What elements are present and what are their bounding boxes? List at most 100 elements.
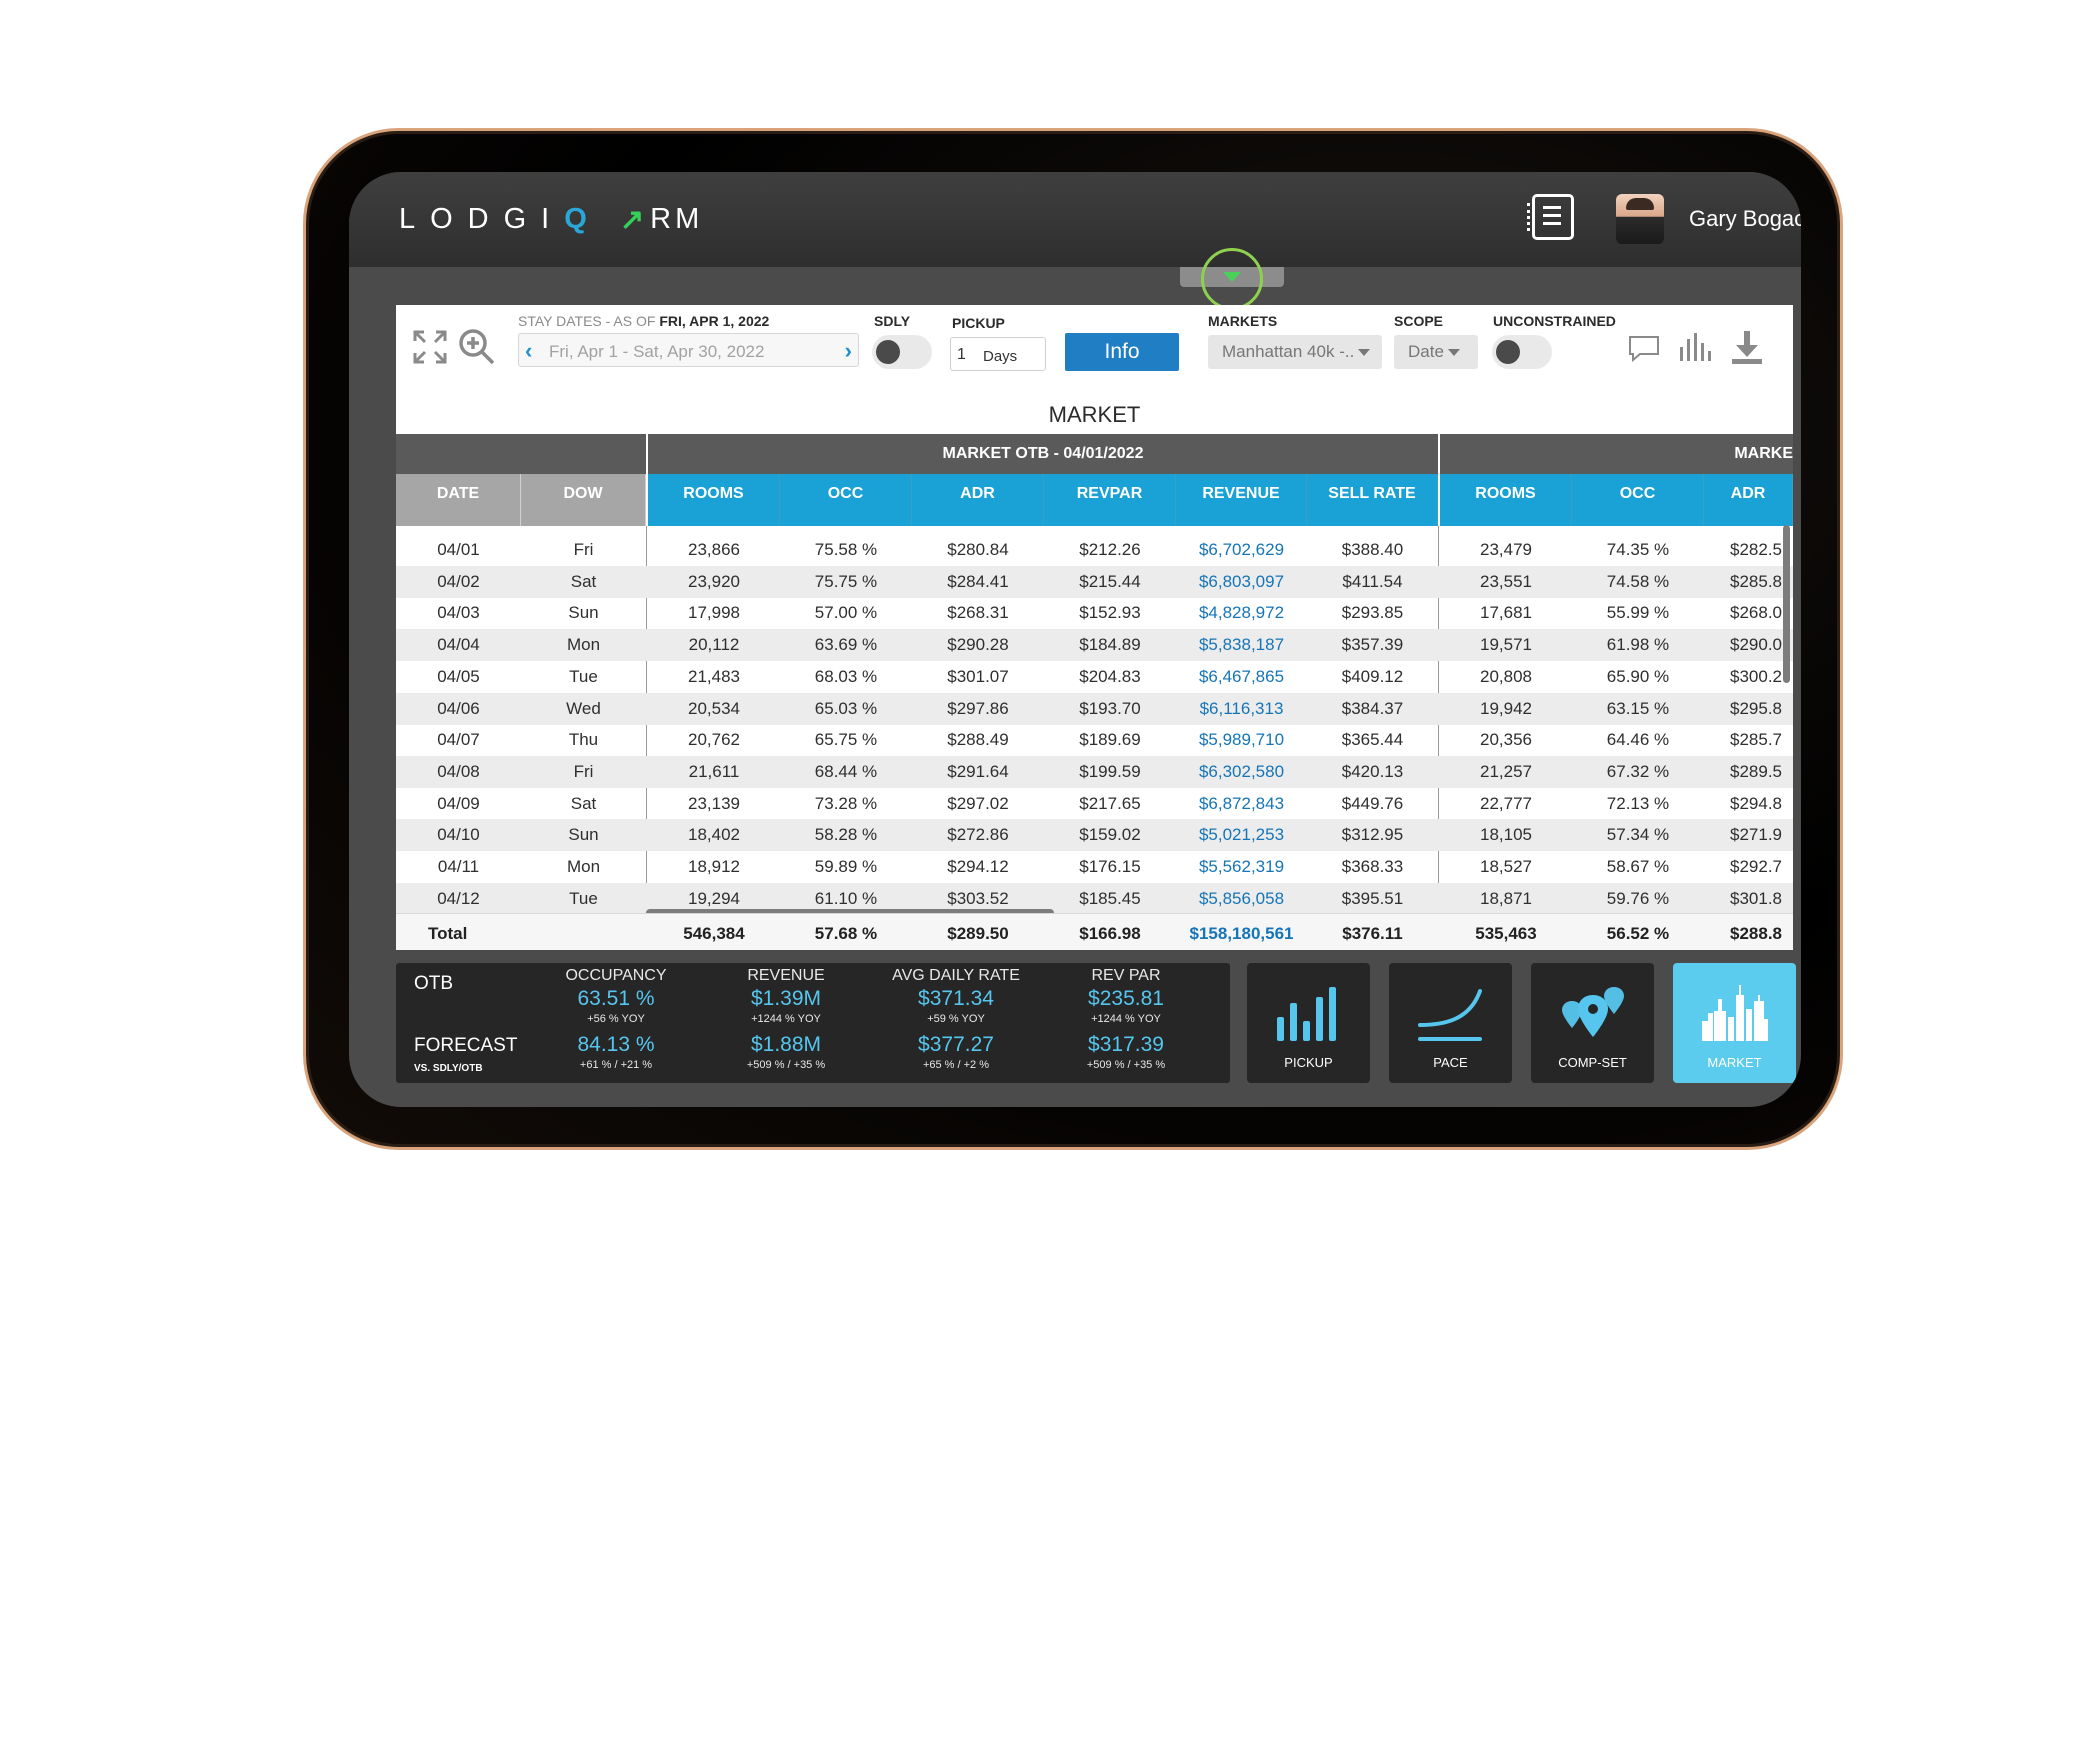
unconstrained-label: UNCONSTRAINED [1493,313,1616,329]
cell-dow: Mon [566,857,601,876]
kpi-otb-occupancy: 63.51 % [577,987,655,1010]
table-row[interactable]: 04/05 Tue 21,483 68.03 % $301.07 $204.83 $6,46… [396,661,1793,693]
download-icon[interactable] [1730,329,1764,365]
expand-icon[interactable] [412,329,448,365]
table-row[interactable]: 04/09 Sat 23,139 73.28 % $297.02 $217.65 $6,87… [396,788,1793,820]
col-header-adr-2[interactable]: ADR [1704,474,1793,526]
table-row[interactable]: 04/01 Fri 23,866 75.58 % $280.84 $212.26 $6,70… [396,534,1793,566]
cell-dow: Tue [569,666,598,686]
scope-select[interactable]: Date [1394,335,1478,369]
user-name[interactable]: Gary Bogach [1689,206,1801,231]
col-header-revenue[interactable]: REVENUE [1176,474,1307,526]
scope-value[interactable]: Date [1408,342,1444,361]
nav-tile-market[interactable]: MARKET [1673,963,1796,1083]
comment-icon[interactable] [1628,335,1660,363]
cell-occ-2: 55.99 % [1606,603,1670,623]
chevron-down-icon[interactable] [1447,349,1460,357]
cell-rooms: 18,402 [688,825,740,845]
cell-rooms: 19,294 [688,888,740,908]
cell-revenue[interactable]: $5,562,319 [1198,857,1285,876]
cell-adr-2: $300.2 [1730,666,1782,686]
zoom-in-icon[interactable] [458,328,496,366]
cell-date: 04/04 [437,635,480,655]
cell-date: 04/11 [437,857,480,876]
col-header-occ[interactable]: OCC [780,474,912,526]
cell-rooms-2: 18,527 [1480,857,1532,876]
cell-occ-2: 61.98 % [1606,635,1670,655]
cell-occ: 75.75 % [814,571,878,591]
pickup-value[interactable]: 1 [957,346,966,363]
cell-date: 04/09 [437,793,480,813]
kpi-title-revpar: REV PAR [1091,967,1161,984]
chevron-right-icon[interactable]: › [844,338,852,363]
table-row[interactable]: 04/03 Sun 17,998 57.00 % $268.31 $152.93 $4,82… [396,597,1793,629]
nav-tile-pace[interactable]: PACE [1389,963,1512,1083]
markets-select[interactable]: Manhattan 40k -.. [1208,335,1382,369]
kpi-title-revenue: REVENUE [747,967,825,984]
table-row[interactable]: 04/12 Tue 19,294 61.10 % $303.52 $185.45 $5,85… [396,882,1793,915]
table-row[interactable]: 04/04 Mon 20,112 63.69 % $290.28 $184.89 $5,83… [396,629,1793,662]
cell-revenue[interactable]: $5,856,058 [1198,888,1285,908]
date-range-text[interactable]: Fri, Apr 1 - Sat, Apr 30, 2022 [549,342,765,361]
cell-revenue[interactable]: $4,828,972 [1198,603,1285,623]
col-header-date[interactable]: DATE [396,474,521,526]
col-header-rooms-2[interactable]: ROOMS [1440,474,1572,526]
nav-tile-comp-set[interactable]: COMP-SET [1531,963,1654,1083]
pickup-days-input[interactable]: 1 Days [950,337,1046,371]
bar-chart-icon[interactable] [1678,331,1712,363]
unconstrained-toggle-knob [1496,340,1520,364]
table-row[interactable]: 04/08 Fri 21,611 68.44 % $291.64 $199.59 $6,30… [396,755,1793,788]
date-range-picker[interactable]: ‹ Fri, Apr 1 - Sat, Apr 30, 2022 › [518,333,859,367]
table-row[interactable]: 04/07 Thu 20,762 65.75 % $288.49 $189.69 $5,98… [396,724,1793,756]
table-row[interactable]: 04/11 Mon 18,912 59.89 % $294.12 $176.15 $5,56… [396,851,1793,883]
cell-revenue[interactable]: $5,838,187 [1198,635,1285,655]
cell-revenue[interactable]: $6,702,629 [1198,540,1285,559]
col-header-adr[interactable]: ADR [912,474,1044,526]
cell-rooms: 23,139 [688,793,740,813]
col-header-revpar[interactable]: REVPAR [1044,474,1176,526]
cell-occ: 58.28 % [814,825,878,845]
table-row[interactable]: 04/06 Wed 20,534 65.03 % $297.86 $193.70 $6,11… [396,692,1793,725]
cell-adr-2: $282.5 [1730,540,1782,559]
kpi-summary: OTB FORECAST VS. SDLY/OTB OCCUPANCY 63.5… [396,963,1230,1083]
nav-tile-pickup[interactable]: PICKUP [1247,963,1370,1083]
cell-revenue[interactable]: $6,467,865 [1198,666,1285,686]
cell-rooms-2: 23,551 [1480,571,1532,591]
table-row[interactable]: 04/10 Sun 18,402 58.28 % $272.86 $159.02 $5,02… [396,819,1793,852]
chevron-down-icon[interactable] [1223,272,1241,282]
col-header-dow[interactable]: DOW [521,474,646,526]
cell-revenue[interactable]: $6,302,580 [1198,761,1285,781]
info-button[interactable]: Info [1065,333,1179,371]
cell-occ-2: 72.13 % [1606,793,1670,813]
cell-occ: 65.03 % [814,698,878,718]
cell-revenue[interactable]: $6,872,843 [1198,793,1285,813]
chevron-down-icon[interactable] [1358,349,1371,357]
avatar[interactable] [1616,194,1664,244]
cell-revenue[interactable]: $6,116,313 [1199,698,1284,718]
markets-value[interactable]: Manhattan 40k -.. [1222,342,1355,361]
notebook-icon[interactable] [1527,194,1574,240]
chevron-left-icon[interactable]: ‹ [525,338,533,363]
cell-sell-rate: $420.13 [1341,761,1404,781]
cell-dow: Thu [568,730,599,750]
col-header-rooms[interactable]: ROOMS [648,474,780,526]
cell-occ-2: 59.76 % [1606,888,1670,908]
logo-text: LODGI [399,203,565,235]
cell-revpar: $152.93 [1079,603,1141,623]
total-cell-date: Total [428,924,468,943]
cell-revenue[interactable]: $6,803,097 [1198,571,1285,591]
col-header-occ-2[interactable]: OCC [1572,474,1704,526]
cell-revenue[interactable]: $5,021,253 [1198,825,1285,845]
col-header-sell-rate[interactable]: SELL RATE [1307,474,1438,526]
logo-rm: ↗ RM [620,202,703,237]
nav-label-comp-set: COMP-SET [1558,1055,1627,1070]
vertical-scrollbar[interactable] [1783,525,1790,683]
otb-label: OTB [414,973,454,994]
section-title: MARKET [1048,402,1141,427]
cell-sell-rate: $388.40 [1341,540,1404,559]
sdly-toggle[interactable] [872,335,932,369]
table-row[interactable]: 04/02 Sat 23,920 75.75 % $284.41 $215.44 $6,80… [396,565,1793,598]
cell-revenue[interactable]: $5,989,710 [1198,730,1285,750]
unconstrained-toggle[interactable] [1492,335,1552,369]
